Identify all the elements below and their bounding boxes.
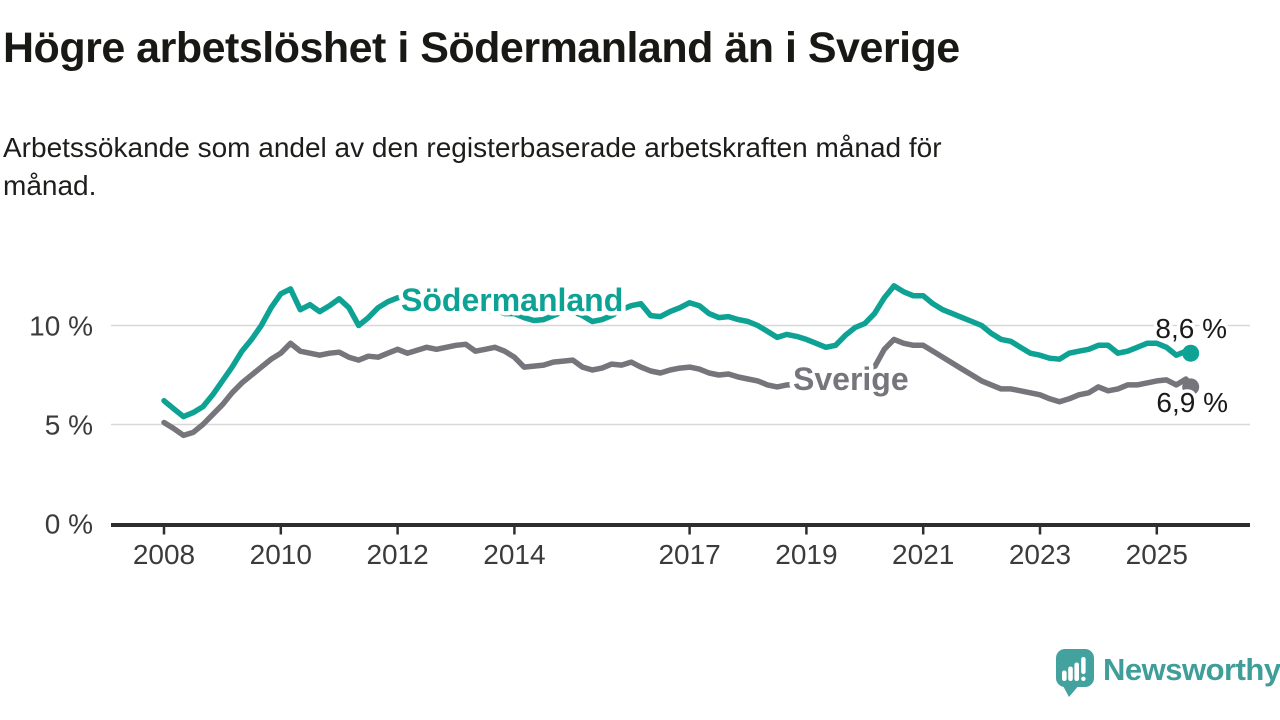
series-label-sverige: Sverige <box>793 361 909 397</box>
series-end-dot-sodermanland <box>1182 344 1200 362</box>
newsworthy-wordmark: Newsworthy <box>1103 652 1280 687</box>
logo-bar-tall <box>1074 662 1079 681</box>
x-tick-label: 2014 <box>483 539 545 570</box>
logo-exclamation-stem <box>1081 657 1086 674</box>
chart-subtitle: Arbetssökande som andel av den registerb… <box>3 129 942 205</box>
x-tick-label: 2008 <box>133 539 195 570</box>
x-tick-label: 2012 <box>366 539 428 570</box>
chart-subtitle-line1: Arbetssökande som andel av den registerb… <box>3 132 942 163</box>
x-tick-label: 2019 <box>775 539 837 570</box>
logo-bar-small <box>1062 670 1067 681</box>
y-tick-label: 10 % <box>29 311 93 342</box>
x-tick-label: 2021 <box>892 539 954 570</box>
end-value-label-sodermanland: 8,6 % <box>1155 313 1227 344</box>
series-end-dot-sverige <box>1182 378 1200 396</box>
y-tick-label: 0 % <box>45 509 93 540</box>
series-line-sodermanland <box>161 283 1194 420</box>
logo-bubble-tail <box>1062 684 1080 697</box>
series-line-sverige <box>161 336 1194 439</box>
end-value-label-sverige: 6,9 % <box>1156 387 1228 418</box>
logo-exclamation-dot <box>1081 676 1086 681</box>
x-tick-label: 2023 <box>1009 539 1071 570</box>
logo-bar-medium <box>1068 666 1073 681</box>
newsworthy-icon <box>1056 649 1094 697</box>
chart-title: Högre arbetslöshet i Södermanland än i S… <box>3 24 960 72</box>
x-tick-label: 2025 <box>1126 539 1188 570</box>
chart-subtitle-line2: månad. <box>3 170 97 201</box>
y-tick-label: 5 % <box>45 410 93 441</box>
series-label-sodermanland: Södermanland <box>401 282 623 318</box>
x-tick-label: 2017 <box>658 539 720 570</box>
newsworthy-logo: Newsworthy <box>1056 649 1280 706</box>
x-tick-label: 2010 <box>250 539 312 570</box>
